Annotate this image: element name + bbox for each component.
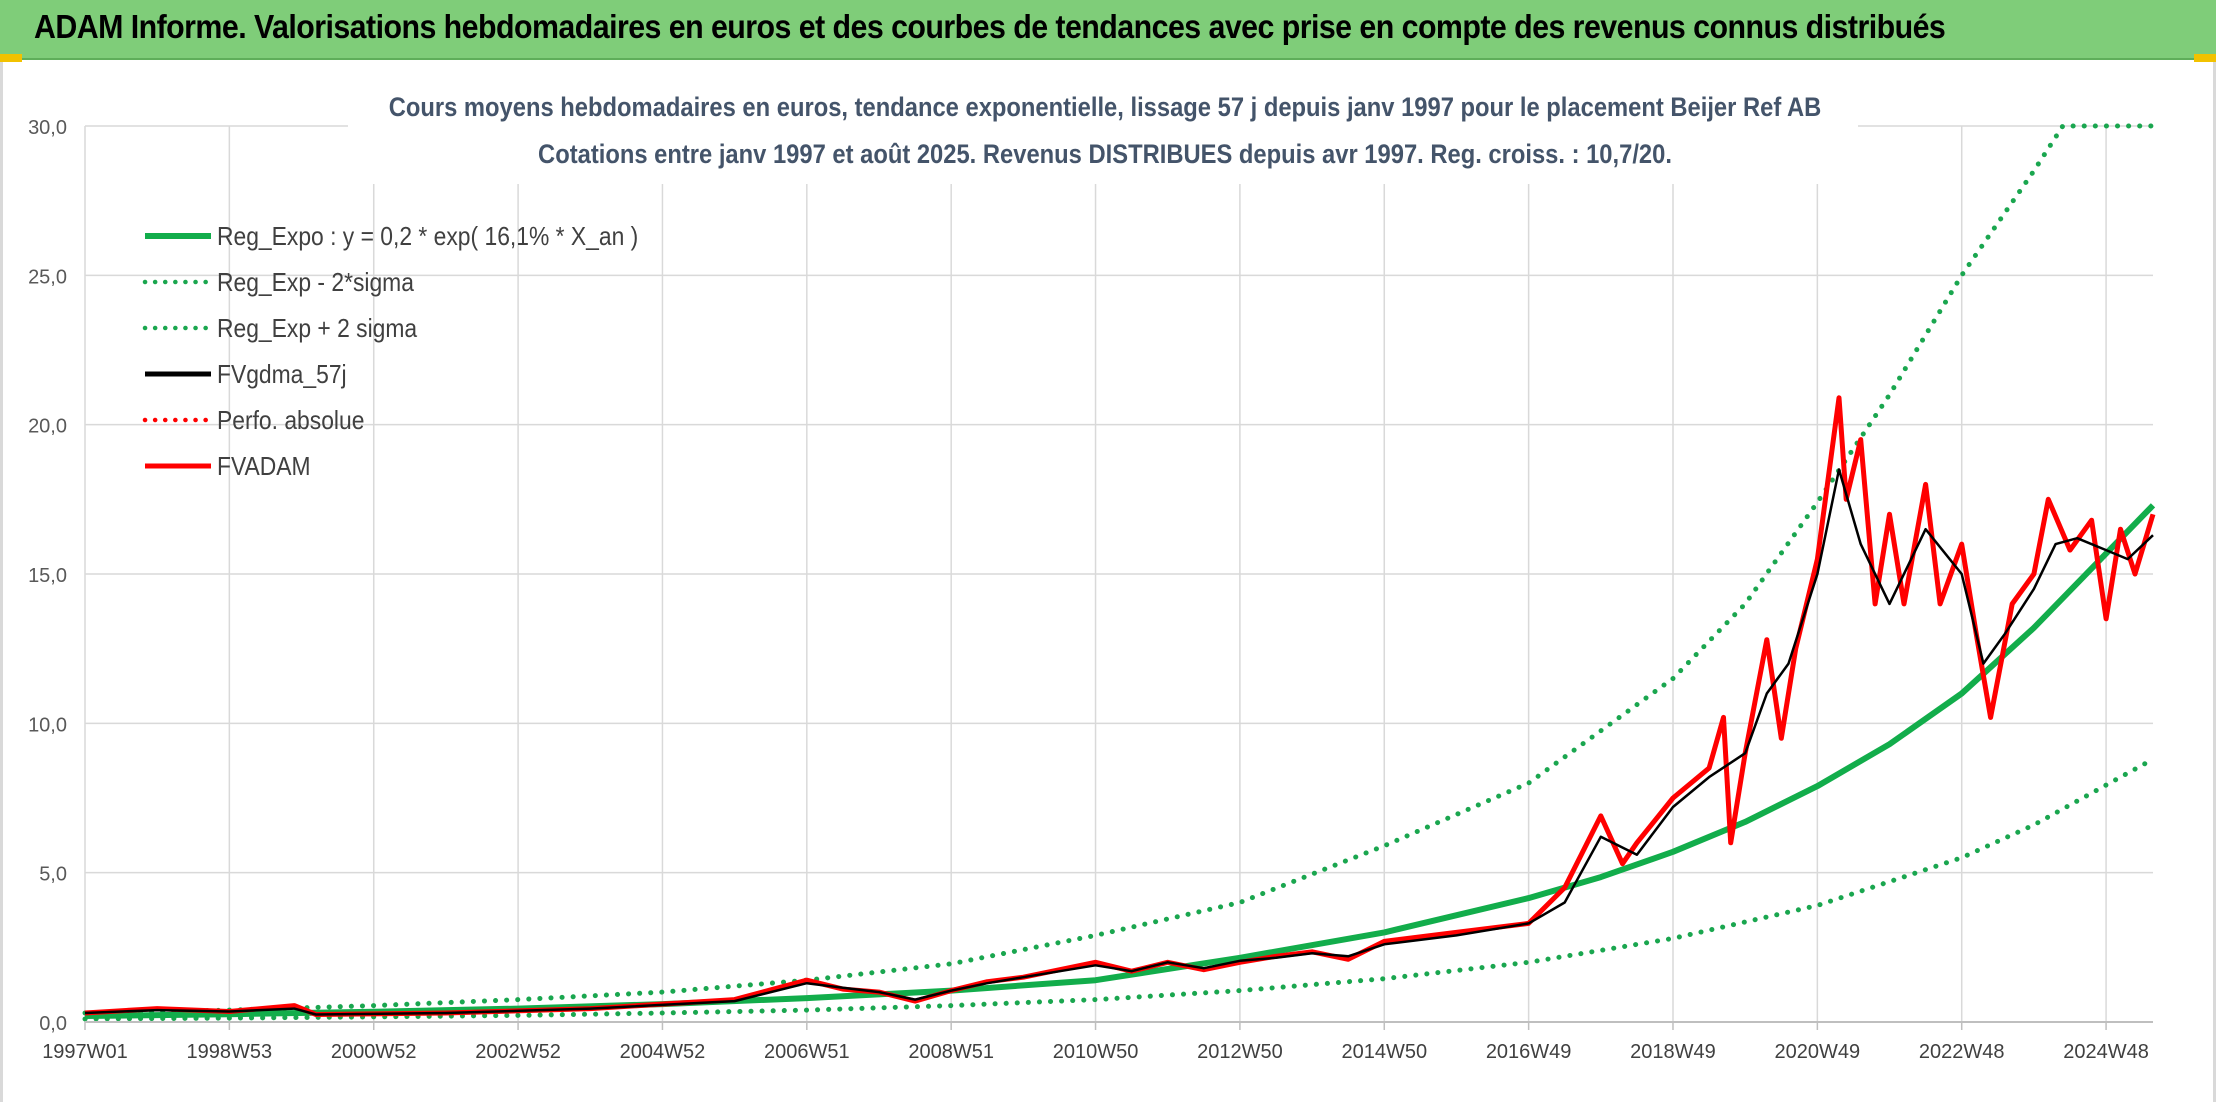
series-line-reg-exp-2-sigma [82, 123, 2156, 1016]
chart-area: 0,0 5,0 10,0 15,0 20,0 25,0 30,0 1997W01 1998W53… [0, 62, 2216, 1102]
x-tick-label: 2006W51 [764, 1041, 850, 1063]
series-line-reg-exp-2-sigma [82, 756, 2156, 1022]
x-tick-label: 2012W50 [1197, 1041, 1283, 1063]
line-chart: 0,0 5,0 10,0 15,0 20,0 25,0 30,0 1997W01 1998W53… [28, 64, 2156, 1063]
y-tick-label: 15,0 [28, 565, 67, 587]
axis-layer: 0,0 5,0 10,0 15,0 20,0 25,0 30,0 1997W01 1998W53… [28, 117, 2153, 1063]
x-tick-label: 2000W52 [331, 1041, 417, 1063]
x-tick-label: 2020W49 [1775, 1041, 1861, 1063]
legend-entry: FVADAM [217, 453, 311, 482]
series-line-reg-expo-y-0-2-exp-16-1-x-an [84, 503, 2156, 1019]
legend-entry: Reg_Exp + 2 sigma [217, 315, 418, 344]
x-tick-label: 1998W53 [187, 1041, 273, 1063]
series-line-fvadam [84, 395, 2156, 1017]
x-tick-label: 2010W50 [1053, 1041, 1139, 1063]
legend-entry: Reg_Expo : y = 0,2 * exp( 16,1% * X_an ) [217, 223, 638, 252]
corner-marker-right [2194, 54, 2216, 62]
legend-entry: Reg_Exp - 2*sigma [217, 269, 414, 298]
x-tick-label: 1997W01 [42, 1041, 128, 1063]
y-tick-label: 25,0 [28, 266, 67, 288]
series-line-fvgdma-57j [84, 468, 2154, 1016]
x-tick-label: 2002W52 [475, 1041, 561, 1063]
x-tick-label: 2018W49 [1630, 1041, 1716, 1063]
report-title: ADAM Informe. Valorisations hebdomadaire… [34, 8, 1946, 45]
title-backdrop [348, 64, 1858, 184]
report-header: ADAM Informe. Valorisations hebdomadaire… [0, 0, 2216, 60]
grid-layer [84, 125, 2153, 1023]
y-tick-label: 20,0 [28, 416, 67, 438]
y-tick-label: 10,0 [28, 714, 67, 736]
legend: Reg_Expo : y = 0,2 * exp( 16,1% * X_an )… [142, 223, 638, 482]
x-tick-label: 2024W48 [2063, 1041, 2149, 1063]
y-tick-label: 0,0 [39, 1013, 67, 1035]
x-tick-label: 2014W50 [1341, 1041, 1427, 1063]
x-tick-label: 2004W52 [620, 1041, 706, 1063]
legend-entry: Perfo. absolue [217, 407, 364, 436]
series-layer [82, 123, 2156, 1022]
chart-subtitle: Cotations entre janv 1997 et août 2025. … [538, 140, 1672, 170]
legend-entry: FVgdma_57j [217, 361, 347, 390]
x-tick-label: 2022W48 [1919, 1041, 2005, 1063]
chart-title: Cours moyens hebdomadaires en euros, ten… [389, 93, 1822, 123]
y-tick-label: 30,0 [28, 117, 67, 139]
x-tick-label: 2016W49 [1486, 1041, 1572, 1063]
x-tick-label: 2008W51 [908, 1041, 994, 1063]
y-tick-label: 5,0 [39, 864, 67, 886]
corner-marker-left [0, 54, 22, 62]
